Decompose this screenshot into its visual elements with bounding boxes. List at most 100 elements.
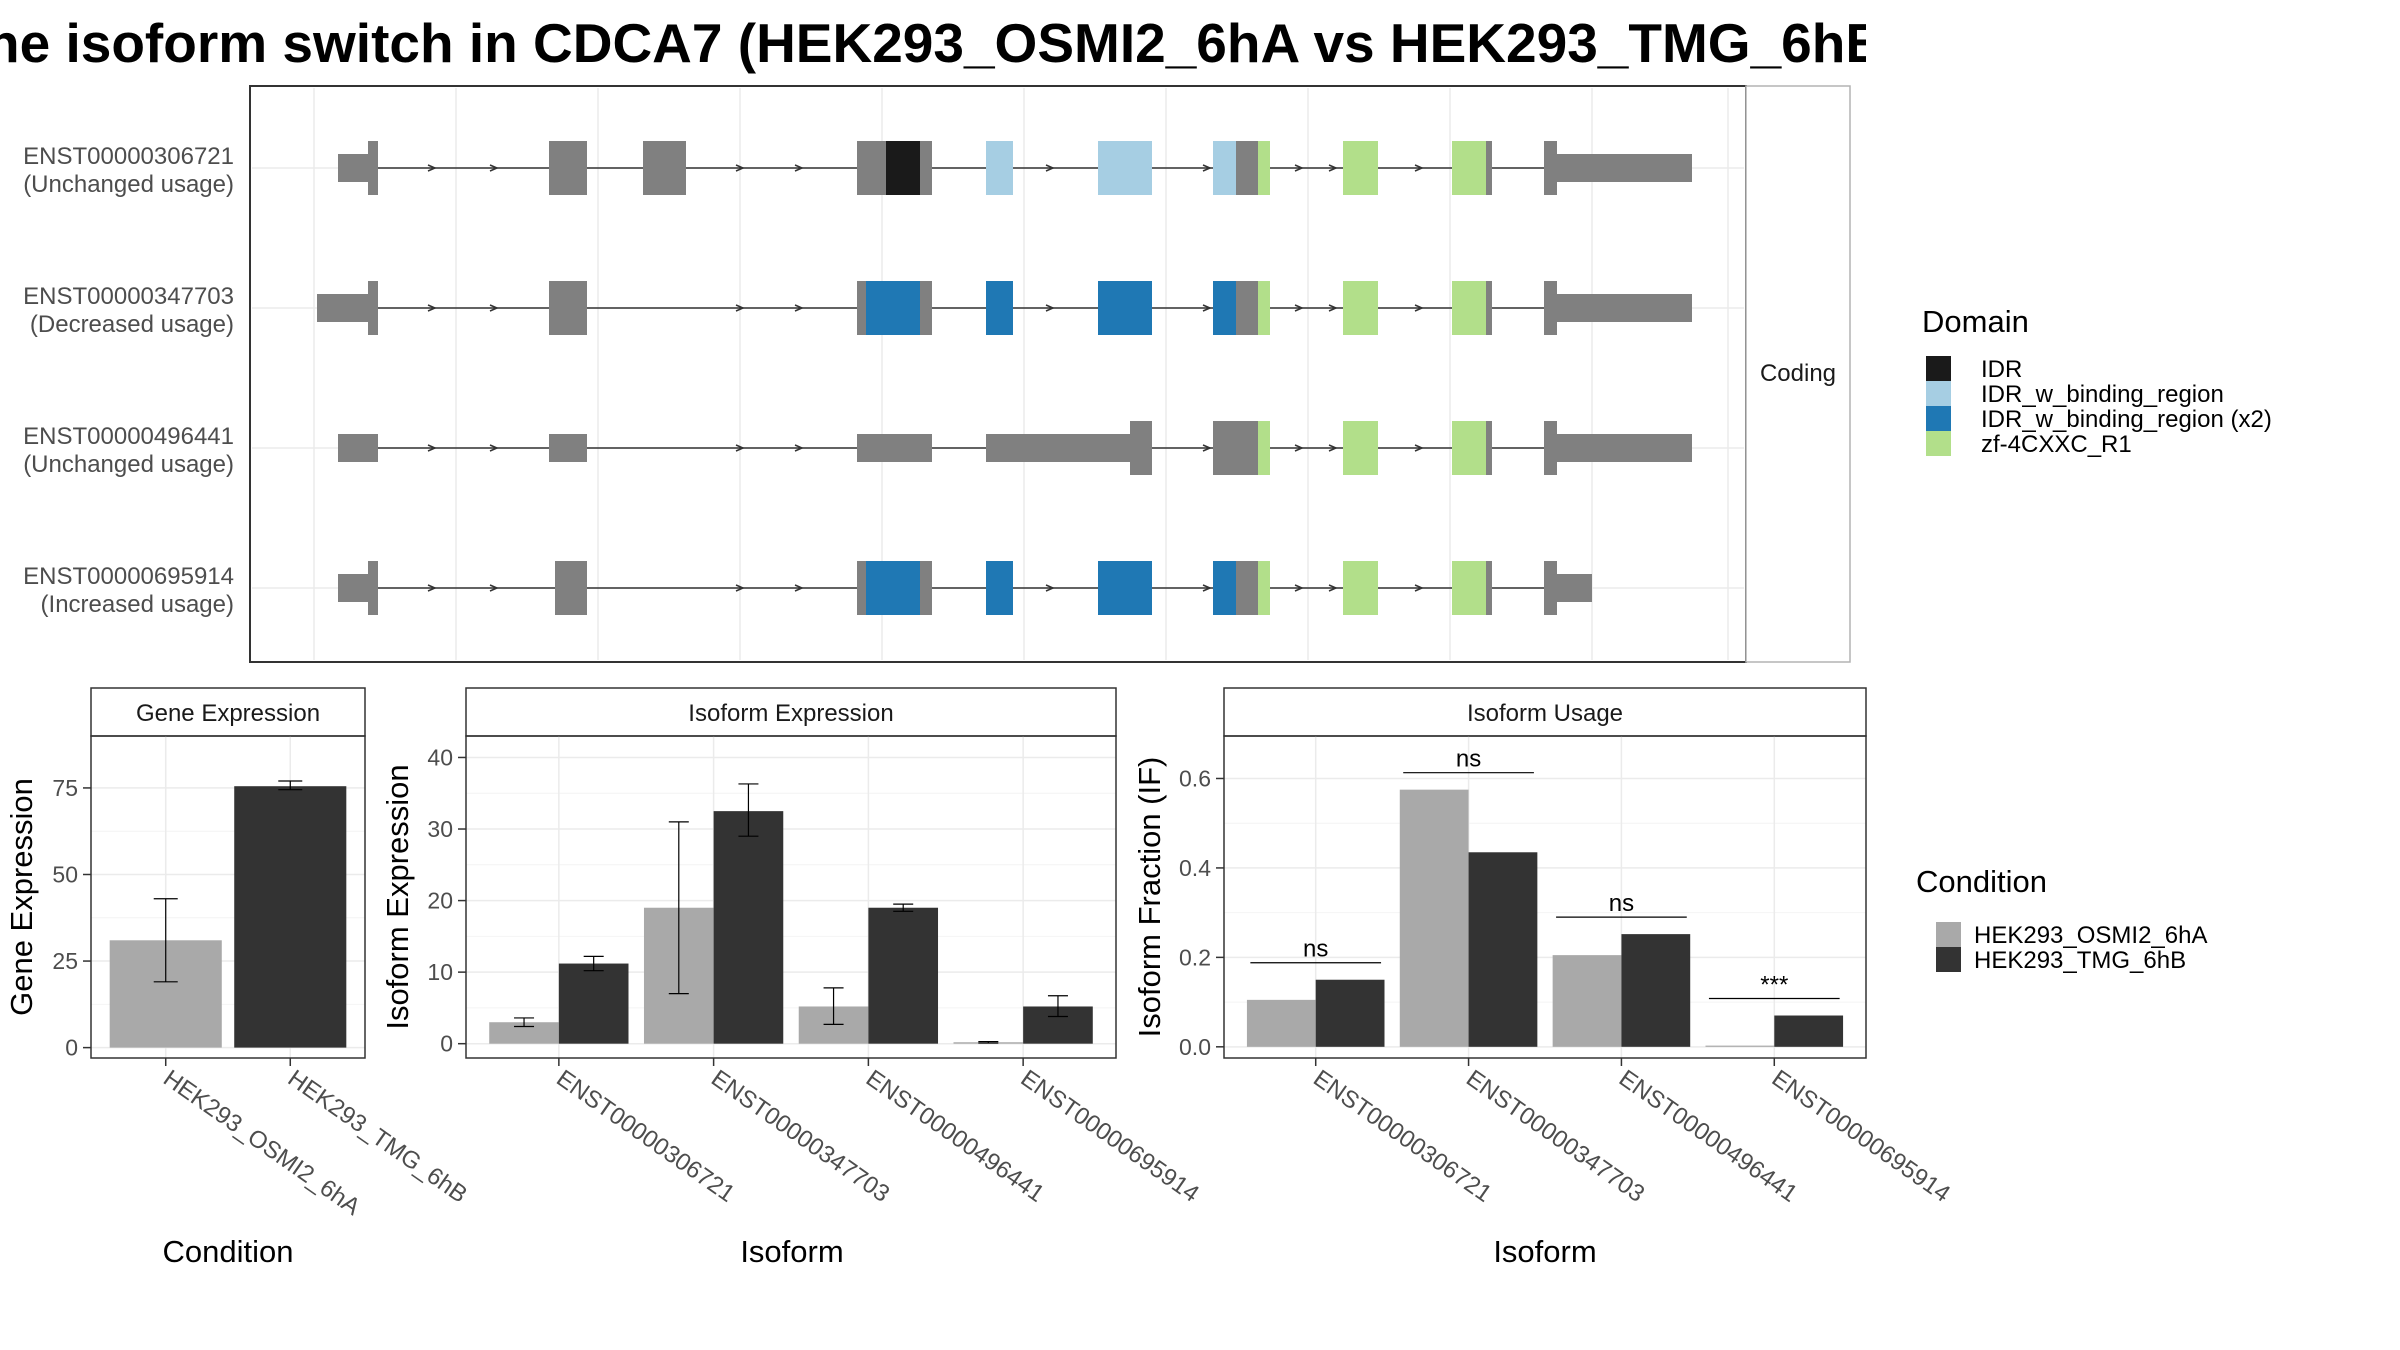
exon-zf-4cxxc (1343, 281, 1378, 335)
exon-zf-4cxxc (1452, 561, 1486, 615)
domain-legend-label: IDR_w_binding_region (1981, 381, 2224, 408)
bar (713, 811, 784, 1044)
exon (317, 294, 368, 322)
exon-zf-4cxxc (1452, 141, 1486, 195)
isoform-usage-chart: Isoform Usagensnsns***0.00.20.40.6ENST00… (1132, 687, 1955, 1269)
condition-legend-swatch (1936, 922, 1961, 947)
panel-border (1223, 735, 1867, 1059)
intron-arrow (735, 444, 745, 452)
intron-arrow (1328, 444, 1338, 452)
y-tick-label: 0 (65, 1035, 78, 1061)
isoform-expression-chart: Isoform Expression010203040ENST000003067… (380, 687, 1204, 1269)
domain-legend-label: IDR (1981, 356, 2022, 383)
transcript-id-label: ENST00000496441 (23, 423, 234, 450)
intron-arrow (1045, 304, 1055, 312)
transcript-labels: ENST00000306721(Unchanged usage)ENST0000… (23, 143, 234, 618)
facet-strip-coding (1745, 85, 1851, 663)
bar (1315, 979, 1385, 1047)
exon (368, 561, 378, 615)
domain-legend-label: zf-4CXXC_R1 (1981, 431, 2132, 458)
intron-arrow (1328, 584, 1338, 592)
exon-zf-4cxxc (1343, 141, 1378, 195)
transcript-usage-label: (Decreased usage) (30, 311, 234, 338)
intron-arrow (1414, 444, 1424, 452)
condition-legend-label: HEK293_OSMI2_6hA (1974, 922, 2207, 949)
intron-arrow (1294, 444, 1304, 452)
y-axis-title: Isoform Fraction (IF) (1132, 757, 1167, 1038)
intron-arrow (427, 304, 437, 312)
exon-idr-binding-region-x2 (866, 281, 920, 335)
intron-arrow (1294, 164, 1304, 172)
transcript-usage-label: (Unchanged usage) (23, 171, 234, 198)
condition-legend-swatch (1936, 947, 1961, 972)
bar (1468, 852, 1538, 1047)
exon-idr-binding-region (986, 141, 1013, 195)
transcript-track (338, 141, 1692, 195)
exon (338, 574, 368, 602)
exon-idr-binding-region (1098, 141, 1152, 195)
transcript-track (338, 561, 1592, 615)
intron-arrow (489, 584, 499, 592)
exon (1486, 281, 1492, 335)
exon-zf-4cxxc (1343, 561, 1378, 615)
exon-zf-4cxxc (1258, 281, 1270, 335)
intron-arrow (1294, 584, 1304, 592)
exon (1236, 141, 1258, 195)
exon-idr-binding-region-x2 (866, 561, 920, 615)
y-tick-label: 25 (52, 948, 78, 974)
exon (1236, 561, 1258, 615)
transcript-usage-label: (Unchanged usage) (23, 451, 234, 478)
y-tick-label: 75 (52, 775, 78, 801)
domain-legend-swatch (1926, 356, 1951, 381)
intron-arrow (735, 164, 745, 172)
intron-arrow (1045, 584, 1055, 592)
exon (857, 141, 886, 195)
exon (555, 561, 587, 615)
exon (549, 141, 587, 195)
bar (1246, 999, 1316, 1047)
intron-arrow (489, 444, 499, 452)
significance-label: ns (1456, 746, 1481, 773)
transcript-track (317, 281, 1692, 335)
panel-border (90, 735, 366, 1059)
intron-arrow (735, 304, 745, 312)
y-tick-label: 0 (440, 1031, 453, 1057)
bar (868, 907, 939, 1044)
condition-legend-label: HEK293_TMG_6hB (1974, 947, 2186, 974)
exon-idr-binding-region (1213, 141, 1236, 195)
significance-label: ns (1609, 890, 1634, 917)
exon (1544, 421, 1557, 475)
y-tick-label: 0.2 (1179, 944, 1211, 970)
exon-idr-binding-region-x2 (1098, 281, 1152, 335)
exon (1544, 141, 1557, 195)
condition-legend-title: Condition (1916, 864, 2047, 899)
exon-idr-binding-region-x2 (986, 561, 1013, 615)
exon (920, 281, 932, 335)
exon (1557, 154, 1692, 182)
significance-label: *** (1760, 972, 1788, 999)
y-axis-title: Isoform Expression (380, 764, 415, 1029)
bar (1552, 955, 1622, 1047)
x-tick-label: HEK293_OSMI2_6hA (158, 1065, 365, 1221)
intron-arrow (794, 164, 804, 172)
exon (920, 561, 932, 615)
intron-arrow (1202, 304, 1212, 312)
panel-border (465, 735, 1117, 1059)
plot-title: he isoform switch in CDCA7 (HEK293_OSMI2… (0, 8, 1866, 78)
exon (1557, 574, 1592, 602)
exon-idr-binding-region-x2 (986, 281, 1013, 335)
exon (857, 561, 866, 615)
y-tick-label: 0.6 (1179, 765, 1211, 791)
intron-arrow (794, 304, 804, 312)
transcript-structure-panel: Coding ENST00000306721(Unchanged usage)E… (23, 85, 1851, 663)
exon (549, 434, 587, 462)
y-tick-label: 0.4 (1179, 855, 1211, 881)
exon (1236, 281, 1258, 335)
y-axis-title: Gene Expression (4, 778, 39, 1016)
transcript-usage-label: (Increased usage) (41, 591, 234, 618)
exon (1486, 141, 1492, 195)
transcript-id-label: ENST00000347703 (23, 283, 234, 310)
bar (1774, 1015, 1844, 1047)
intron-arrow (427, 444, 437, 452)
